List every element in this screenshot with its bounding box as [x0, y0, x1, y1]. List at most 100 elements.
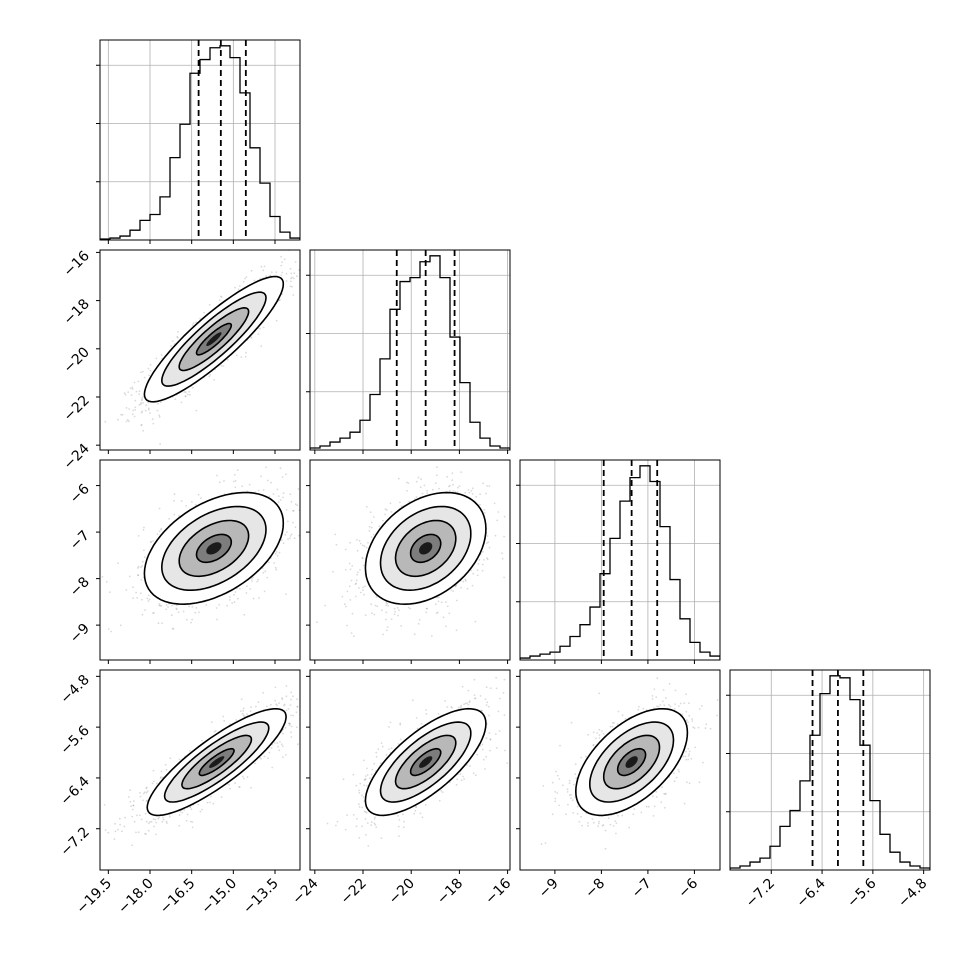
- scatter-point: [174, 493, 176, 495]
- scatter-point: [229, 596, 231, 598]
- histogram-step: [310, 256, 510, 450]
- scatter-point: [263, 489, 265, 491]
- scatter-point: [369, 530, 371, 532]
- scatter-point: [342, 596, 344, 598]
- scatter-point: [161, 622, 163, 624]
- scatter-point: [135, 832, 137, 834]
- scatter-point: [148, 600, 150, 602]
- scatter-point: [191, 808, 193, 810]
- scatter-point: [345, 569, 347, 571]
- scatter-point: [191, 501, 193, 503]
- scatter-point: [375, 605, 377, 607]
- scatter-point: [124, 817, 126, 819]
- scatter-point: [234, 487, 236, 489]
- scatter-point: [134, 416, 136, 418]
- scatter-point: [301, 549, 303, 551]
- scatter-point: [382, 520, 384, 522]
- scatter-point: [441, 602, 443, 604]
- y-tick-label: −20: [61, 344, 93, 376]
- scatter-point: [106, 581, 108, 583]
- scatter-point: [260, 345, 262, 347]
- scatter-point: [172, 340, 174, 342]
- scatter-point: [175, 608, 177, 610]
- scatter-point: [246, 276, 248, 278]
- scatter-point: [450, 589, 452, 591]
- scatter-point: [277, 555, 279, 557]
- scatter-point: [362, 544, 364, 546]
- scatter-point: [408, 501, 410, 503]
- scatter-point: [281, 743, 283, 745]
- scatter-point: [250, 706, 252, 708]
- scatter-point: [263, 327, 265, 329]
- scatter-point: [131, 844, 133, 846]
- scatter-point: [152, 423, 154, 425]
- scatter-point: [141, 412, 143, 414]
- scatter-point: [139, 404, 141, 406]
- scatter-point: [187, 814, 189, 816]
- scatter-point: [209, 304, 211, 306]
- scatter-point: [134, 409, 136, 411]
- scatter-point: [147, 790, 149, 792]
- scatter-point: [240, 710, 242, 712]
- scatter-point: [149, 599, 151, 601]
- scatter-point: [480, 456, 482, 458]
- scatter-point: [149, 412, 151, 414]
- scatter-point: [235, 480, 237, 482]
- scatter-point: [302, 516, 304, 518]
- scatter-point: [244, 278, 246, 280]
- scatter-point: [233, 481, 235, 483]
- scatter-point: [171, 605, 173, 607]
- scatter-point: [438, 601, 440, 603]
- scatter-point: [431, 635, 433, 637]
- scatter-point: [155, 834, 157, 836]
- scatter-point: [443, 616, 445, 618]
- scatter-point: [107, 832, 109, 834]
- scatter-point: [142, 430, 144, 432]
- scatter-point: [419, 619, 421, 621]
- scatter-point: [240, 356, 242, 358]
- scatter-point: [364, 545, 366, 547]
- joint-panel-0-3: −7.2−6.4−5.6−4.8−19.5−18.0−16.5−15.0−13.…: [57, 670, 320, 917]
- scatter-point: [258, 333, 260, 335]
- scatter-point: [126, 421, 128, 423]
- scatter-point: [253, 280, 255, 282]
- scatter-point: [475, 621, 477, 623]
- scatter-point: [282, 756, 284, 758]
- scatter-point: [363, 594, 365, 596]
- scatter-point: [192, 324, 194, 326]
- scatter-point: [292, 510, 294, 512]
- scatter-point: [226, 605, 228, 607]
- scatter-point: [290, 704, 292, 706]
- scatter-point: [239, 588, 241, 590]
- scatter-point: [130, 388, 132, 390]
- scatter-point: [282, 497, 284, 499]
- plot-area: [104, 673, 321, 846]
- scatter-point: [254, 763, 256, 765]
- scatter-point: [285, 593, 287, 595]
- scatter-point: [172, 628, 174, 630]
- scatter-point: [185, 391, 187, 393]
- scatter-point: [216, 607, 218, 609]
- scatter-point: [178, 611, 180, 613]
- scatter-point: [141, 397, 143, 399]
- scatter-point: [277, 489, 279, 491]
- scatter-point: [234, 287, 236, 289]
- scatter-point: [282, 745, 284, 747]
- scatter-point: [356, 580, 358, 582]
- scatter-point: [229, 788, 231, 790]
- scatter-point: [137, 381, 139, 383]
- scatter-point: [145, 813, 147, 815]
- scatter-point: [275, 569, 277, 571]
- scatter-point: [486, 557, 488, 559]
- scatter-point: [73, 443, 75, 445]
- scatter-point: [140, 566, 142, 568]
- scatter-point: [245, 352, 247, 354]
- scatter-point: [134, 407, 136, 409]
- scatter-point: [256, 581, 258, 583]
- scatter-point: [120, 624, 122, 626]
- scatter-point: [502, 558, 504, 560]
- scatter-point: [108, 628, 110, 630]
- scatter-point: [289, 537, 291, 539]
- scatter-point: [436, 466, 438, 468]
- scatter-point: [159, 508, 161, 510]
